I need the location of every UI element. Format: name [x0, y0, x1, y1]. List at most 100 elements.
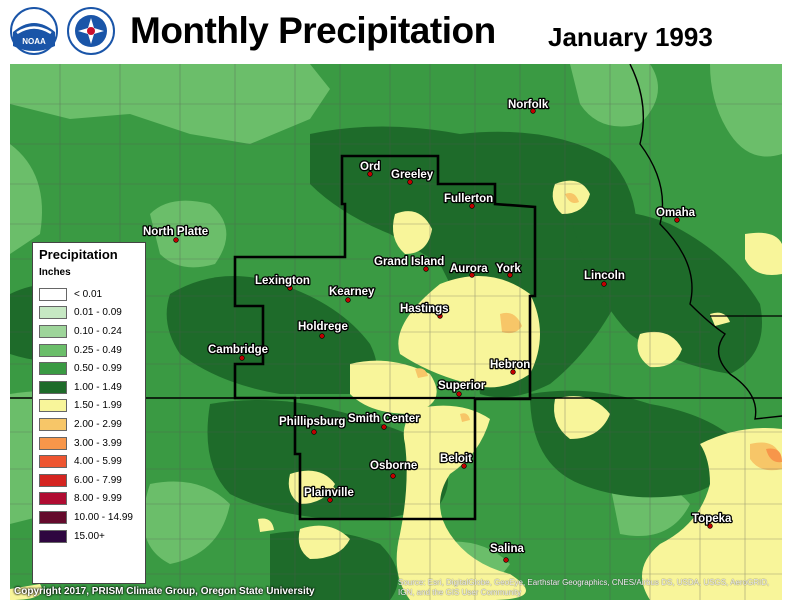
city-hastings: Hastings	[399, 302, 450, 319]
city-label: Plainville	[304, 487, 354, 499]
legend-item: 4.00 - 5.99	[39, 452, 133, 471]
legend-swatch	[39, 455, 67, 469]
city-label: Ord	[360, 161, 380, 173]
legend-label: 1.50 - 1.99	[74, 400, 122, 412]
legend-label: 0.50 - 0.99	[74, 363, 122, 375]
legend-item: 6.00 - 7.99	[39, 471, 133, 490]
city-label: York	[496, 263, 521, 275]
legend-item: 8.00 - 9.99	[39, 490, 133, 509]
legend-swatch	[39, 362, 67, 376]
precipitation-legend: Precipitation Inches < 0.01 0.01 - 0.09 0.…	[32, 242, 146, 584]
city-label: Superior	[438, 380, 486, 392]
legend-item: 0.01 - 0.09	[39, 304, 133, 323]
city-dot	[510, 369, 516, 375]
city-label: Phillipsburg	[279, 416, 345, 428]
city-fullerton: Fullerton	[443, 192, 495, 209]
city-hebron: Hebron	[489, 358, 532, 375]
legend-label: 10.00 - 14.99	[74, 511, 133, 523]
legend-swatch	[39, 436, 67, 450]
city-dot	[345, 297, 351, 303]
city-beloit: Beloit	[439, 452, 473, 469]
city-greeley: Greeley	[390, 168, 435, 185]
city-holdrege: Holdrege	[297, 320, 349, 339]
city-label: Fullerton	[444, 193, 493, 205]
city-label: North Platte	[143, 226, 208, 238]
city-label: Lincoln	[584, 270, 625, 282]
noaa-logo: NOAA	[10, 7, 58, 55]
city-osborne: Osborne	[369, 459, 419, 479]
city-label: Hebron	[490, 359, 530, 371]
city-dot	[507, 272, 513, 278]
city-label: Osborne	[370, 460, 417, 472]
legend-item: 1.50 - 1.99	[39, 397, 133, 416]
city-label: Beloit	[440, 453, 472, 465]
legend-item: 15.00+	[39, 527, 133, 546]
city-cambridge: Cambridge	[207, 343, 269, 361]
city-dot	[456, 391, 462, 397]
city-dot	[311, 429, 317, 435]
city-dot	[461, 463, 467, 469]
city-label: Holdrege	[298, 321, 348, 333]
legend-item: < 0.01	[39, 285, 133, 304]
city-norfolk: Norfolk	[507, 98, 550, 114]
city-dot	[327, 497, 333, 503]
legend-item: 0.25 - 0.49	[39, 341, 133, 360]
city-dot	[319, 333, 325, 339]
legend-swatch	[39, 417, 67, 431]
legend-item: 0.10 - 0.24	[39, 322, 133, 341]
city-topeka: Topeka	[691, 512, 733, 529]
deep-orange-zones	[766, 448, 782, 463]
legend-item: 0.50 - 0.99	[39, 359, 133, 378]
legend-label: 6.00 - 7.99	[74, 474, 122, 486]
legend-label: 0.25 - 0.49	[74, 344, 122, 356]
city-markers: Norfolk Ord Greeley Fullerton North Plat…	[142, 98, 733, 563]
legend-label: 0.10 - 0.24	[74, 325, 122, 337]
city-dot	[503, 557, 509, 563]
city-grand-island: Grand Island	[373, 255, 446, 272]
city-label: Hastings	[400, 303, 449, 315]
city-dot	[674, 217, 680, 223]
city-label: Omaha	[656, 207, 696, 219]
legend-swatch	[39, 306, 67, 320]
legend-label: 1.00 - 1.49	[74, 381, 122, 393]
city-ord: Ord	[359, 160, 382, 177]
legend-item: 10.00 - 14.99	[39, 508, 133, 527]
map-title: Monthly Precipitation	[130, 10, 496, 51]
city-dot	[381, 424, 387, 430]
city-lexington: Lexington	[254, 274, 311, 291]
city-label: Grand Island	[374, 256, 444, 268]
legend-swatch	[39, 380, 67, 394]
legend-swatch	[39, 492, 67, 506]
city-dot	[469, 272, 475, 278]
legend-swatch	[39, 343, 67, 357]
city-dot	[423, 266, 429, 272]
city-north-platte: North Platte	[142, 225, 209, 243]
city-dot	[601, 281, 607, 287]
city-lincoln: Lincoln	[583, 269, 626, 287]
city-dot	[287, 285, 293, 291]
yellow-zones	[10, 180, 782, 600]
legend-swatch	[39, 324, 67, 338]
legend-list: < 0.01 0.01 - 0.09 0.10 - 0.24 0.25 - 0.49 0…	[39, 285, 133, 545]
city-omaha: Omaha	[655, 206, 697, 223]
city-label: Kearney	[329, 286, 375, 298]
city-dot	[390, 473, 396, 479]
office-boundary	[233, 154, 537, 521]
city-salina: Salina	[489, 542, 526, 563]
city-dot	[367, 171, 373, 177]
legend-label: 0.01 - 0.09	[74, 307, 122, 319]
city-label: Salina	[490, 543, 524, 555]
city-label: Greeley	[391, 169, 434, 181]
legend-item: 1.00 - 1.49	[39, 378, 133, 397]
legend-swatch	[39, 529, 67, 543]
legend-label: 3.00 - 3.99	[74, 437, 122, 449]
city-plainville: Plainville	[303, 486, 355, 503]
city-dot	[530, 108, 536, 114]
copyright-text: Copyright 2017, PRISM Climate Group, Ore…	[14, 586, 315, 597]
city-york: York	[495, 262, 523, 278]
city-label: Norfolk	[508, 99, 549, 111]
city-dot	[437, 313, 443, 319]
legend-label: 2.00 - 2.99	[74, 418, 122, 430]
missouri-river-border	[629, 64, 782, 420]
city-label: Topeka	[692, 513, 732, 525]
